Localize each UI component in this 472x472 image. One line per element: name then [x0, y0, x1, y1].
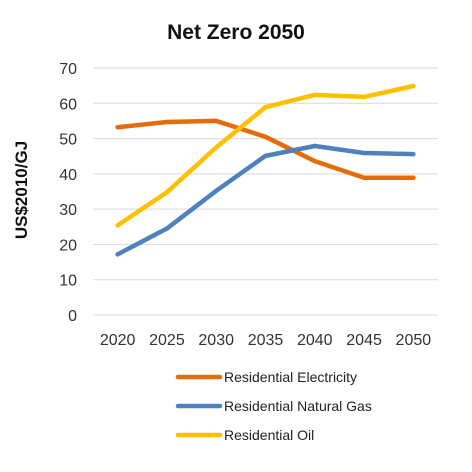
y-tick-label: 10: [59, 273, 77, 290]
data-point: [164, 190, 170, 195]
legend-label: Residential Electricity: [224, 369, 357, 385]
x-tick-label: 2020: [100, 332, 136, 349]
data-point: [263, 153, 268, 159]
x-tick-label: 2050: [396, 332, 432, 349]
y-tick-label: 20: [59, 237, 77, 254]
data-point: [164, 226, 170, 231]
legend-item-residential-electricity: Residential Electricity: [175, 369, 357, 385]
data-point: [411, 151, 416, 157]
legend: Residential Electricity Residential Natur…: [175, 369, 372, 443]
data-point: [312, 158, 317, 164]
y-tick-label: 40: [59, 167, 77, 184]
legend-label: Residential Oil: [224, 427, 314, 443]
data-point: [263, 104, 268, 110]
data-point: [164, 119, 170, 125]
legend-item-residential-oil: Residential Oil: [175, 427, 314, 443]
series-residential-electricity: [115, 118, 416, 180]
x-tick-label: 2030: [198, 332, 234, 349]
y-axis-label: US$2010/GJ: [12, 141, 31, 239]
data-point: [214, 145, 219, 150]
data-point: [361, 175, 367, 180]
data-point: [312, 143, 317, 149]
y-tick-label: 70: [59, 61, 77, 78]
x-tick-label: 2045: [346, 332, 382, 349]
x-tick-label: 2025: [149, 332, 185, 349]
data-point: [361, 94, 367, 100]
data-point: [312, 92, 317, 98]
data-point: [411, 175, 416, 180]
series-line-residential-natural-gas: [115, 143, 416, 257]
y-tick-label: 30: [59, 202, 77, 219]
data-point: [115, 125, 120, 130]
series-residential-natural-gas: [115, 143, 416, 257]
y-tick-label: 60: [59, 96, 77, 113]
series-line-residential-electricity: [115, 118, 416, 180]
legend-label: Residential Natural Gas: [224, 398, 372, 414]
x-tick-label: 2040: [297, 332, 333, 349]
data-point: [263, 134, 268, 140]
y-tick-labels: 0 10 20 30 40 50 60 70: [59, 61, 77, 325]
data-point: [411, 83, 416, 89]
x-tick-label: 2035: [248, 332, 284, 349]
data-point: [214, 118, 219, 124]
data-point: [115, 252, 120, 257]
y-tick-label: 0: [68, 308, 77, 325]
x-tick-labels: 2020 2025 2030 2035 2040 2045 2050: [100, 332, 431, 349]
series-residential-oil: [115, 83, 416, 228]
y-tick-label: 50: [59, 132, 77, 149]
legend-item-residential-natural-gas: Residential Natural Gas: [175, 398, 372, 414]
data-point: [361, 150, 367, 156]
data-point: [214, 188, 219, 193]
series-lines: [115, 83, 416, 257]
data-point: [115, 223, 120, 228]
chart-title: Net Zero 2050: [167, 21, 305, 44]
